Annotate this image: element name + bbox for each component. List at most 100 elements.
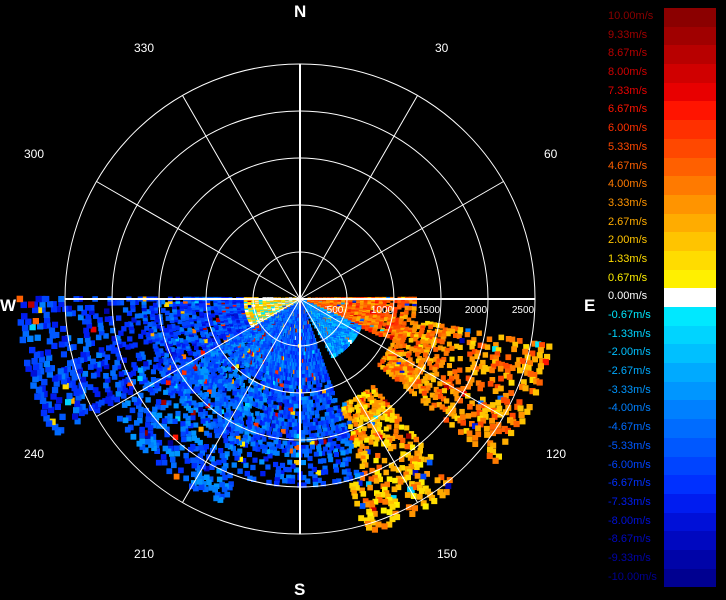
velocity-bin: [433, 347, 439, 352]
velocity-bin: [537, 347, 544, 354]
velocity-bin: [172, 434, 179, 440]
velocity-bin: [457, 356, 463, 362]
velocity-bin: [380, 415, 386, 421]
velocity-bin: [299, 392, 305, 397]
velocity-bin: [349, 435, 355, 441]
velocity-bin: [139, 379, 145, 385]
velocity-bin: [180, 426, 186, 432]
velocity-bin: [422, 485, 429, 492]
velocity-bin: [422, 343, 428, 348]
velocity-bin: [390, 435, 396, 441]
velocity-bin: [78, 393, 85, 400]
velocity-bin: [423, 400, 429, 406]
velocity-bin: [121, 402, 128, 408]
velocity-bin: [185, 420, 191, 426]
velocity-bin: [505, 354, 512, 361]
velocity-bin: [176, 353, 182, 359]
velocity-bin: [320, 378, 325, 383]
velocity-bin: [465, 384, 471, 390]
velocity-bin: [211, 388, 217, 394]
velocity-bin: [137, 412, 143, 418]
velocity-bin: [450, 407, 457, 414]
velocity-bin: [260, 381, 265, 386]
velocity-bin: [408, 463, 415, 470]
velocity-bin: [234, 364, 240, 369]
velocity-bin: [368, 476, 374, 482]
velocity-bin: [296, 351, 301, 356]
velocity-bin: [142, 430, 148, 436]
velocity-bin: [310, 444, 315, 450]
velocity-bin: [90, 358, 96, 365]
velocity-bin: [413, 455, 419, 462]
velocity-bin: [497, 366, 504, 372]
velocity-bin: [41, 390, 48, 398]
velocity-bin: [242, 434, 248, 440]
velocity-bin: [187, 357, 192, 362]
velocity-bin: [326, 400, 332, 405]
velocity-bin: [346, 420, 352, 426]
velocity-bin: [353, 469, 360, 476]
velocity-bin: [51, 375, 59, 382]
velocity-bin: [357, 432, 363, 438]
velocity-bin: [504, 398, 511, 405]
velocity-bin: [58, 341, 65, 348]
velocity-bin: [361, 325, 366, 330]
velocity-bin: [283, 429, 289, 435]
velocity-bin: [56, 397, 63, 404]
velocity-bin: [238, 416, 244, 421]
velocity-bin: [66, 381, 73, 388]
velocity-bin: [326, 419, 332, 424]
velocity-bin: [402, 379, 407, 385]
velocity-bin: [180, 343, 186, 348]
velocity-bin: [219, 409, 225, 415]
velocity-bin: [73, 389, 80, 396]
velocity-bin: [154, 317, 160, 323]
velocity-bin: [188, 379, 194, 385]
velocity-bin: [491, 413, 498, 420]
velocity-bin: [103, 333, 109, 339]
velocity-bin: [412, 470, 419, 476]
velocity-bin: [244, 431, 250, 436]
velocity-bin: [79, 403, 86, 410]
velocity-bin: [245, 402, 250, 408]
velocity-bin: [398, 352, 403, 357]
velocity-bin: [243, 462, 249, 468]
velocity-bin: [267, 403, 273, 409]
velocity-bin: [463, 428, 470, 434]
velocity-bin: [441, 356, 447, 362]
velocity-bin: [477, 415, 483, 422]
velocity-bin: [320, 481, 326, 487]
velocity-bin: [39, 385, 46, 392]
velocity-bin: [383, 426, 389, 432]
velocity-bin: [176, 341, 181, 347]
velocity-bin: [444, 398, 450, 404]
velocity-bin: [263, 374, 268, 379]
velocity-bin: [457, 398, 463, 404]
velocity-bin: [237, 448, 243, 454]
velocity-bin: [354, 311, 359, 316]
velocity-bin: [316, 477, 322, 484]
velocity-bin: [120, 393, 127, 399]
velocity-bin: [90, 326, 97, 333]
velocity-bin: [192, 314, 197, 320]
velocity-bin: [473, 366, 480, 372]
velocity-bin: [312, 481, 319, 488]
velocity-bin: [529, 388, 536, 395]
velocity-bin: [306, 429, 311, 435]
velocity-bin: [175, 325, 180, 331]
velocity-bin: [368, 439, 374, 445]
velocity-bin: [211, 359, 216, 365]
velocity-bin: [294, 430, 300, 435]
velocity-bin: [355, 412, 360, 418]
velocity-bin: [343, 437, 349, 443]
velocity-bin: [413, 336, 418, 342]
velocity-bin: [182, 356, 188, 362]
velocity-bin: [98, 329, 105, 336]
velocity-bin: [110, 327, 116, 334]
velocity-bin: [181, 354, 187, 359]
velocity-bin: [82, 408, 89, 415]
velocity-bin: [373, 392, 379, 397]
velocity-bin: [181, 321, 187, 326]
velocity-bin: [312, 440, 318, 446]
velocity-bin: [201, 447, 207, 453]
